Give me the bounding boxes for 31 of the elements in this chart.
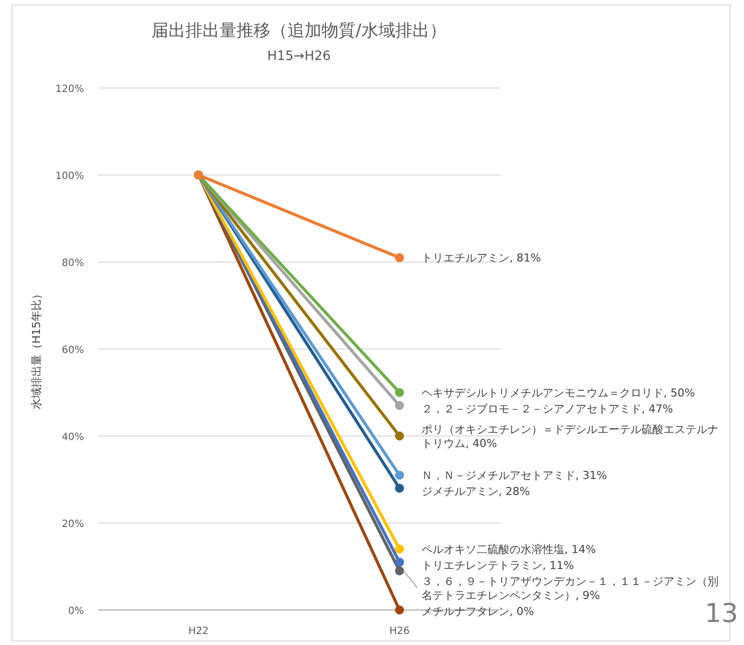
data-label: Ｎ，Ｎ－ジメチルアセトアミド, 31%	[422, 469, 607, 482]
y-tick-label: 100%	[55, 171, 84, 182]
point	[395, 544, 404, 554]
y-axis-title: 水域排出量（H15年比）	[30, 288, 43, 410]
point	[395, 606, 404, 614]
point	[395, 253, 404, 262]
chart-title: 届出排出量推移（追加物質/水域排出）	[152, 21, 446, 41]
x-tick-label: H26	[389, 626, 410, 637]
data-label: トリエチルアミン, 81%	[422, 252, 541, 265]
data-label: メチルナフタレン, 0%	[422, 605, 534, 618]
data-label: ポリ（オキシエチレン）＝ドデシルエーテル硫酸エステルナトリウム, 40%	[422, 423, 718, 450]
y-tick-label: 60%	[62, 345, 84, 356]
data-label: ヘキサデシルトリメチルアンモニウム＝クロリド, 50%	[422, 386, 695, 400]
data-label: ペルオキソ二硫酸の水溶性塩, 14%	[422, 543, 596, 556]
data-label: トリエチレンテトラミン, 11%	[422, 559, 574, 572]
chart-subtitle: H15→H26	[267, 49, 331, 64]
point	[395, 470, 404, 480]
point	[395, 558, 404, 567]
y-tick-label: 20%	[62, 519, 84, 530]
y-tick-label: 0%	[68, 606, 84, 617]
data-label: ジメチルアミン, 28%	[422, 485, 530, 498]
y-tick-label: 40%	[62, 432, 84, 443]
data-label: ２，２－ジブロモ－２－シアノアセトアミド, 47%	[422, 402, 673, 416]
point	[395, 401, 404, 410]
y-tick-label: 80%	[62, 258, 84, 269]
point	[395, 432, 404, 440]
point	[395, 566, 404, 576]
point	[395, 484, 404, 493]
point	[395, 388, 404, 397]
y-tick-label: 120%	[55, 84, 84, 95]
x-tick-label: H22	[188, 626, 209, 637]
